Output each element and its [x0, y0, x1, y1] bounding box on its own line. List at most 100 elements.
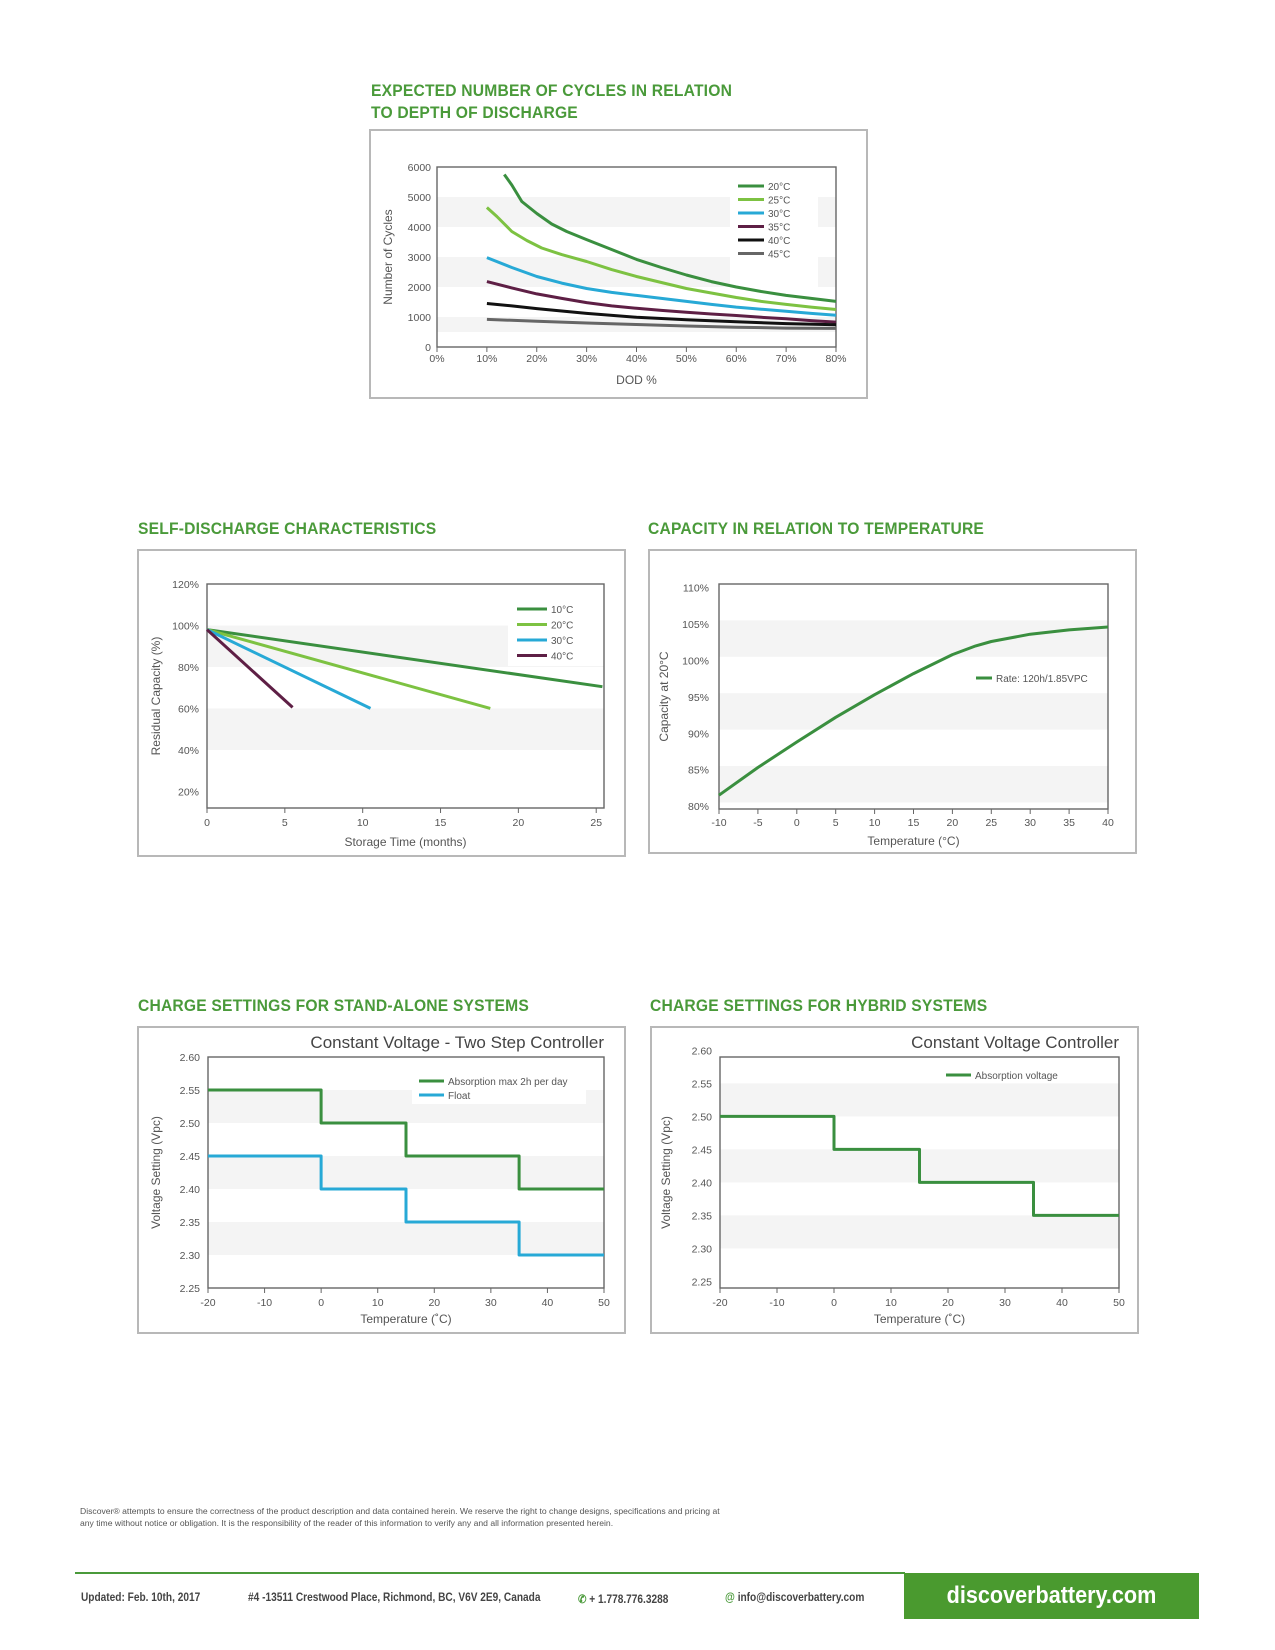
y-tick-label: 120%	[172, 579, 199, 591]
y-tick-label: 2.45	[692, 1144, 713, 1156]
chart-standalone: 2.25 2.30 2.35 2.40 2.45 2.50 2.55 2.60 -20 -10 0 1…	[149, 1033, 610, 1326]
grid-band	[719, 693, 1108, 730]
grid-band	[208, 1222, 604, 1255]
y-tick-label: 2.40	[180, 1184, 201, 1196]
y-tick-label: 2.45	[180, 1151, 201, 1163]
legend-label: 40°C	[551, 652, 573, 663]
x-tick-label: -10	[257, 1297, 272, 1309]
legend-label: 30°C	[551, 636, 573, 647]
cycles-title: EXPECTED NUMBER OF CYCLES IN RELATION TO…	[371, 80, 732, 124]
series-line	[205, 628, 294, 709]
series-line	[206, 628, 603, 689]
footer-website-text: discoverbattery.com	[946, 1582, 1157, 1609]
x-tick-label: -20	[200, 1297, 215, 1309]
y-tick-label: 2.40	[692, 1177, 713, 1189]
x-tick-label: 30	[1024, 817, 1036, 829]
legend-label: 30°C	[768, 209, 790, 220]
series-line	[206, 628, 372, 710]
legend-label: Absorption max 2h per day	[448, 1077, 568, 1088]
legend-background	[508, 592, 604, 666]
y-tick-label: 85%	[688, 765, 709, 777]
series-line	[503, 173, 837, 303]
y-tick-label: 2.35	[180, 1217, 201, 1229]
x-tick-label: 20	[513, 817, 525, 829]
series-line	[485, 206, 837, 311]
disclaimer: Discover® attempts to ensure the correct…	[80, 1505, 860, 1529]
phone-icon: ✆	[578, 1594, 587, 1606]
x-tick-label: 70%	[776, 353, 797, 365]
x-tick-label: 20	[947, 817, 959, 829]
y-tick-label: 2.60	[692, 1045, 713, 1057]
series-line	[208, 1154, 604, 1257]
grid-band	[719, 620, 1108, 657]
x-tick-label: 5	[282, 817, 288, 829]
chart-capacity: 80% 85% 90% 95% 100% 105% 110% -10 -5 0 5 10 15 20 25 3…	[657, 583, 1114, 848]
y-tick-label: 2.50	[692, 1111, 713, 1123]
x-tick-label: 40	[1056, 1297, 1068, 1309]
grid-band	[720, 1215, 1119, 1249]
footer-website[interactable]: discoverbattery.com	[904, 1573, 1199, 1619]
hybrid-title: CHARGE SETTINGS FOR HYBRID SYSTEMS	[650, 996, 988, 1015]
y-tick-label: 2.30	[180, 1250, 201, 1262]
at-icon: @	[725, 1592, 735, 1604]
y-tick-label: 2.25	[180, 1283, 201, 1295]
chart-subtitle: Constant Voltage Controller	[911, 1033, 1119, 1052]
y-tick-label: 90%	[688, 728, 709, 740]
x-tick-label: 30	[999, 1297, 1011, 1309]
x-tick-label: 25	[590, 817, 602, 829]
x-tick-label: -10	[769, 1297, 784, 1309]
y-tick-label: 105%	[682, 619, 709, 631]
series-line	[486, 302, 837, 327]
cycles-title-line2: TO DEPTH OF DISCHARGE	[371, 103, 578, 122]
y-tick-label: 80%	[178, 662, 199, 674]
grid-band	[719, 766, 1108, 803]
chart-hybrid: 2.25 2.30 2.35 2.40 2.45 2.50 2.55 2.60 -20 -10 0 1…	[659, 1033, 1125, 1326]
x-tick-label: 40	[1102, 817, 1114, 829]
legend-label: 35°C	[768, 223, 790, 234]
series-line	[206, 628, 491, 710]
plot-area	[719, 1056, 1120, 1289]
x-tick-label: 15	[908, 817, 920, 829]
x-tick-label: 0	[318, 1297, 324, 1309]
disclaimer-line1: Discover® attempts to ensure the correct…	[80, 1506, 720, 1516]
y-tick-label: 2.25	[692, 1276, 713, 1288]
y-tick-label: 60%	[178, 703, 199, 715]
legend-background	[730, 172, 818, 292]
y-tick-label: 4000	[408, 222, 432, 234]
footer-address: #4 -13511 Crestwood Place, Richmond, BC,…	[248, 1592, 541, 1604]
x-tick-label: 20	[942, 1297, 954, 1309]
y-tick-label: 2.55	[180, 1085, 201, 1097]
y-tick-label: 2000	[408, 282, 432, 294]
x-axis-label: Storage Time (months)	[344, 835, 466, 849]
x-tick-label: 0%	[429, 353, 444, 365]
x-tick-label: -10	[711, 817, 726, 829]
x-tick-label: 80%	[825, 353, 846, 365]
footer-phone[interactable]: ✆ + 1.778.776.3288	[578, 1592, 668, 1606]
legend-label: 40°C	[768, 236, 790, 247]
legend-label: 25°C	[768, 196, 790, 207]
x-tick-label: 0	[831, 1297, 837, 1309]
footer-email[interactable]: @ info@discoverbattery.com	[725, 1592, 864, 1604]
legend-label: 10°C	[551, 605, 573, 616]
x-tick-label: 60%	[726, 353, 747, 365]
x-tick-label: 40	[542, 1297, 554, 1309]
x-tick-label: 25	[985, 817, 997, 829]
x-tick-label: 10%	[476, 353, 497, 365]
x-tick-label: 30	[485, 1297, 497, 1309]
plot-area	[206, 583, 605, 809]
legend-label: Float	[448, 1091, 470, 1102]
plot-area	[207, 1056, 605, 1289]
series-line	[486, 280, 837, 324]
x-tick-label: 50	[1113, 1297, 1125, 1309]
y-axis-label: Capacity at 20°C	[657, 651, 671, 742]
x-tick-label: 10	[357, 817, 369, 829]
y-axis-label: Voltage Setting (Vpc)	[149, 1116, 163, 1229]
x-tick-label: 20	[428, 1297, 440, 1309]
y-axis-label: Residual Capacity (%)	[149, 637, 163, 756]
series-line	[720, 1114, 1119, 1217]
series-line	[208, 1088, 604, 1191]
y-tick-label: 1000	[408, 312, 432, 324]
y-tick-label: 5000	[408, 192, 432, 204]
y-tick-label: 2.55	[692, 1078, 713, 1090]
x-axis-label: Temperature (°C)	[867, 834, 959, 848]
